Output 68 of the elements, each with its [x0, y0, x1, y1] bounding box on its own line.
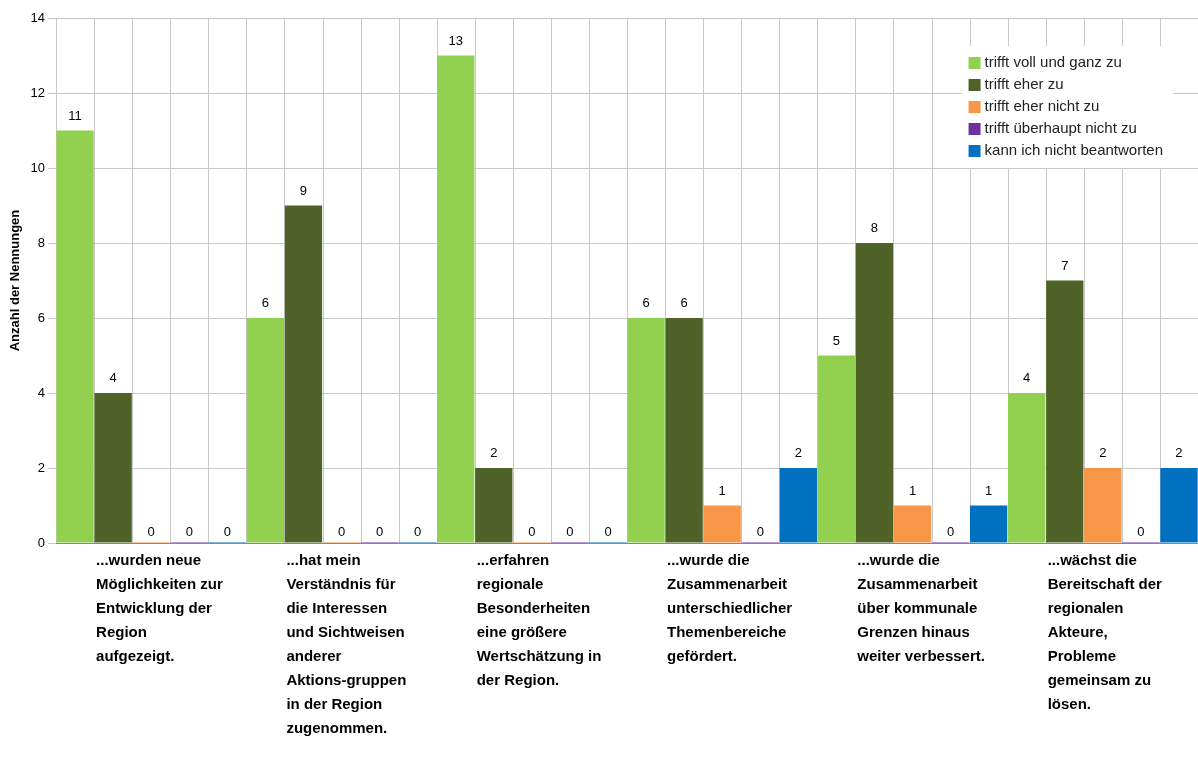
data-label: 0 — [147, 524, 155, 540]
data-label: 0 — [566, 524, 574, 540]
legend-label: kann ich nicht beantworten — [984, 141, 1164, 159]
data-label: 2 — [490, 445, 498, 461]
data-label: 9 — [299, 182, 308, 198]
legend-label: trifft eher nicht zu — [984, 97, 1100, 115]
x-tick-label: ...hat mein Verständnis für die Interessen und Sichtweisen anderer Aktions-gruppen in der Region zugenommen. — [286, 550, 407, 736]
bar — [475, 468, 513, 543]
data-label: 0 — [528, 524, 536, 540]
bar — [665, 318, 703, 543]
x-tick-label: ...wurden neue Möglichkeiten zur Entwicklung der Region aufgezeigt. — [96, 550, 223, 664]
y-tick-label: 4 — [37, 384, 46, 400]
data-label: 13 — [448, 32, 463, 48]
data-label: 0 — [185, 524, 193, 540]
legend-label: trifft überhaupt nicht zu — [984, 119, 1137, 137]
bar — [284, 205, 323, 543]
data-label: 6 — [680, 295, 688, 311]
data-label: 2 — [794, 445, 802, 461]
bar — [893, 505, 932, 543]
data-label: 0 — [414, 524, 422, 540]
bar — [246, 318, 285, 543]
x-tick-label: ...wurde die Zusammenarbeit unterschiedlicher Themenbereiche gefördert. — [667, 550, 793, 664]
data-label: 8 — [870, 220, 879, 236]
bar — [779, 468, 817, 543]
bar — [817, 355, 856, 543]
bar — [1046, 280, 1084, 543]
x-tick-label: ...erfahren regionale Besonderheiten eine größere Wertschätzung in der Region. — [476, 550, 602, 688]
data-label: 0 — [604, 524, 612, 540]
x-tick-label: ...wächst die Bereitschaft der regionalen Akteure, Probleme gemeinsam zu lösen. — [1047, 550, 1163, 712]
y-tick-label: 10 — [30, 159, 46, 175]
data-label: 1 — [908, 482, 917, 498]
data-label: 4 — [109, 370, 117, 386]
bar — [94, 393, 132, 543]
legend-label: trifft eher zu — [984, 75, 1064, 93]
y-tick-label: 12 — [30, 84, 46, 100]
bar — [1084, 468, 1122, 543]
bar — [1160, 468, 1198, 543]
bar — [703, 505, 741, 543]
data-label: 0 — [1137, 524, 1145, 540]
bar — [855, 243, 894, 543]
bar — [969, 505, 1008, 543]
data-label: 1 — [985, 482, 993, 498]
y-tick-label: 14 — [30, 9, 46, 25]
data-label: 7 — [1061, 257, 1069, 273]
data-label: 4 — [1023, 370, 1031, 386]
y-tick-label: 8 — [37, 234, 46, 250]
data-label: 0 — [223, 524, 231, 540]
data-label: 0 — [375, 524, 384, 540]
bar — [437, 55, 475, 543]
bar — [56, 130, 94, 543]
data-label: 6 — [642, 295, 650, 311]
y-tick-label: 0 — [37, 534, 46, 550]
data-label: 0 — [946, 524, 955, 540]
x-tick-label: ...wurde die Zusammenarbeit über kommunale Grenzen hinaus weiter verbessert. — [856, 550, 985, 664]
bar — [1008, 393, 1046, 543]
data-label: 0 — [337, 524, 346, 540]
data-label: 2 — [1099, 445, 1107, 461]
y-tick-label: 6 — [37, 309, 46, 325]
data-label: 1 — [718, 482, 726, 498]
data-label: 0 — [756, 524, 764, 540]
y-axis-title: Anzahl der Nennungen — [7, 209, 23, 352]
y-tick-label: 2 — [37, 459, 46, 475]
data-label: 6 — [261, 295, 270, 311]
data-label: 11 — [68, 107, 82, 123]
legend-label: trifft voll und ganz zu — [984, 53, 1122, 71]
bar — [627, 318, 665, 543]
data-label: 2 — [1175, 445, 1183, 461]
data-label: 5 — [832, 332, 840, 348]
